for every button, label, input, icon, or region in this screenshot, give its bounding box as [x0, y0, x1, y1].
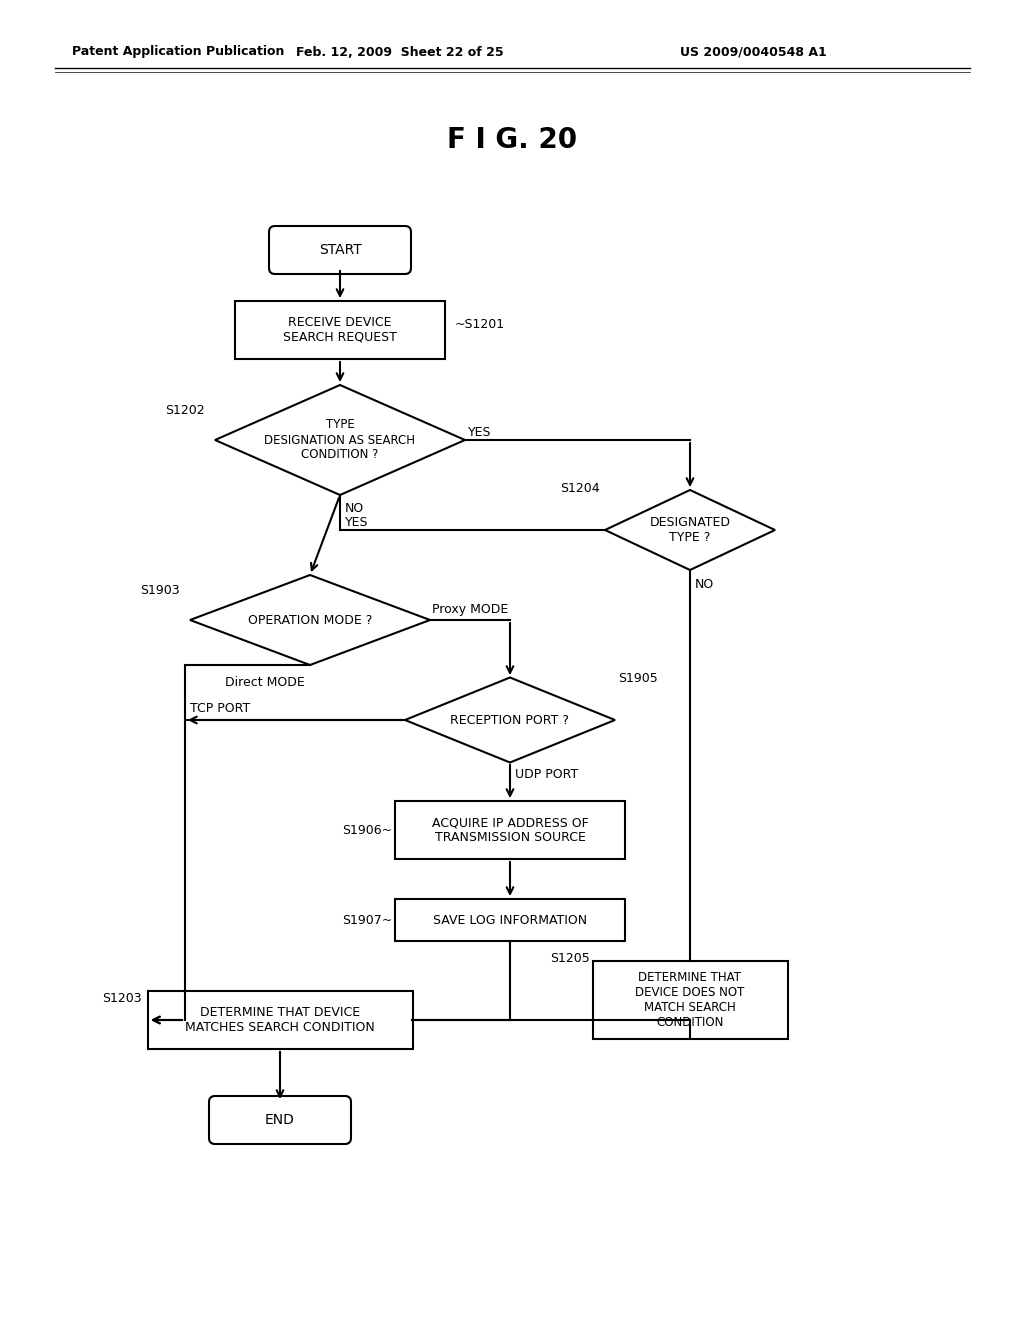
- Bar: [593, 961, 787, 1039]
- Text: S1205: S1205: [550, 952, 590, 965]
- Polygon shape: [605, 490, 775, 570]
- Text: ACQUIRE IP ADDRESS OF
TRANSMISSION SOURCE: ACQUIRE IP ADDRESS OF TRANSMISSION SOURC…: [432, 816, 589, 843]
- Text: S1907~: S1907~: [342, 913, 392, 927]
- Polygon shape: [190, 576, 430, 665]
- Text: DETERMINE THAT DEVICE
MATCHES SEARCH CONDITION: DETERMINE THAT DEVICE MATCHES SEARCH CON…: [185, 1006, 375, 1034]
- Text: RECEPTION PORT ?: RECEPTION PORT ?: [451, 714, 569, 726]
- Text: Direct MODE: Direct MODE: [225, 676, 305, 689]
- Polygon shape: [215, 385, 465, 495]
- Bar: [147, 991, 413, 1049]
- FancyBboxPatch shape: [209, 1096, 351, 1144]
- Text: START: START: [318, 243, 361, 257]
- FancyBboxPatch shape: [269, 226, 411, 275]
- Polygon shape: [406, 677, 615, 763]
- Text: DETERMINE THAT
DEVICE DOES NOT
MATCH SEARCH
CONDITION: DETERMINE THAT DEVICE DOES NOT MATCH SEA…: [635, 972, 744, 1030]
- Bar: [395, 801, 625, 859]
- Text: TYPE
DESIGNATION AS SEARCH
CONDITION ?: TYPE DESIGNATION AS SEARCH CONDITION ?: [264, 418, 416, 462]
- Text: US 2009/0040548 A1: US 2009/0040548 A1: [680, 45, 826, 58]
- Text: S1202: S1202: [165, 404, 205, 417]
- Text: Proxy MODE: Proxy MODE: [432, 603, 508, 616]
- Text: S1905: S1905: [618, 672, 657, 685]
- Text: Patent Application Publication: Patent Application Publication: [72, 45, 285, 58]
- Text: NO: NO: [345, 502, 365, 515]
- Text: OPERATION MODE ?: OPERATION MODE ?: [248, 614, 372, 627]
- Text: NO: NO: [695, 578, 715, 591]
- Text: UDP PORT: UDP PORT: [515, 768, 579, 781]
- Bar: [395, 899, 625, 941]
- Text: YES: YES: [345, 516, 369, 528]
- Text: TCP PORT: TCP PORT: [190, 701, 250, 714]
- Bar: [234, 301, 445, 359]
- Text: S1906~: S1906~: [342, 824, 392, 837]
- Text: END: END: [265, 1113, 295, 1127]
- Text: S1204: S1204: [560, 482, 600, 495]
- Text: F I G. 20: F I G. 20: [446, 125, 578, 154]
- Text: ~S1201: ~S1201: [455, 318, 505, 331]
- Text: YES: YES: [468, 425, 492, 438]
- Text: S1203: S1203: [102, 991, 142, 1005]
- Text: DESIGNATED
TYPE ?: DESIGNATED TYPE ?: [649, 516, 730, 544]
- Text: RECEIVE DEVICE
SEARCH REQUEST: RECEIVE DEVICE SEARCH REQUEST: [283, 315, 397, 345]
- Text: Feb. 12, 2009  Sheet 22 of 25: Feb. 12, 2009 Sheet 22 of 25: [296, 45, 504, 58]
- Text: SAVE LOG INFORMATION: SAVE LOG INFORMATION: [433, 913, 587, 927]
- Text: S1903: S1903: [140, 583, 180, 597]
